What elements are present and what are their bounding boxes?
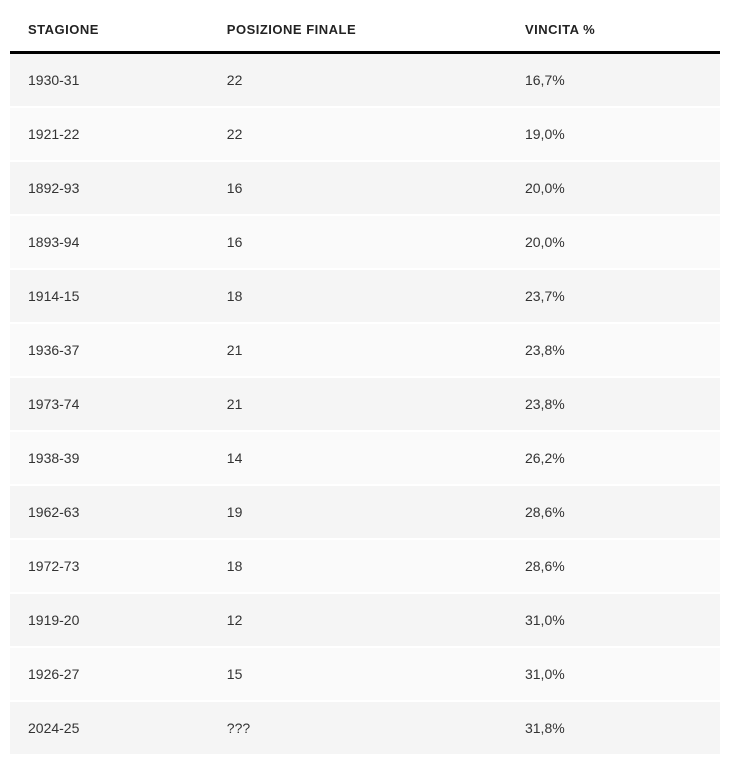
cell-winpct: 28,6% <box>507 485 720 539</box>
cell-winpct: 23,8% <box>507 323 720 377</box>
cell-season: 1914-15 <box>10 269 209 323</box>
cell-season: 1930-31 <box>10 53 209 108</box>
cell-position: 21 <box>209 323 507 377</box>
cell-season: 1919-20 <box>10 593 209 647</box>
table-row: 1921-222219,0% <box>10 107 720 161</box>
cell-season: 1926-27 <box>10 647 209 701</box>
cell-season: 1972-73 <box>10 539 209 593</box>
cell-season: 1893-94 <box>10 215 209 269</box>
table-row: 1938-391426,2% <box>10 431 720 485</box>
cell-winpct: 28,6% <box>507 539 720 593</box>
table-header-row: STAGIONE POSIZIONE FINALE VINCITA % <box>10 8 720 53</box>
cell-winpct: 20,0% <box>507 215 720 269</box>
cell-season: 1962-63 <box>10 485 209 539</box>
table-row: 1972-731828,6% <box>10 539 720 593</box>
table-row: 1893-941620,0% <box>10 215 720 269</box>
cell-position: 15 <box>209 647 507 701</box>
table-row: 1914-151823,7% <box>10 269 720 323</box>
col-header-position: POSIZIONE FINALE <box>209 8 507 53</box>
cell-position: 18 <box>209 269 507 323</box>
cell-position: 22 <box>209 107 507 161</box>
cell-season: 1936-37 <box>10 323 209 377</box>
cell-winpct: 16,7% <box>507 53 720 108</box>
seasons-table: STAGIONE POSIZIONE FINALE VINCITA % 1930… <box>10 8 720 756</box>
cell-position: 16 <box>209 161 507 215</box>
cell-winpct: 31,0% <box>507 647 720 701</box>
cell-season: 1938-39 <box>10 431 209 485</box>
cell-season: 1921-22 <box>10 107 209 161</box>
cell-position: 21 <box>209 377 507 431</box>
cell-season: 1892-93 <box>10 161 209 215</box>
table-row: 1962-631928,6% <box>10 485 720 539</box>
table-row: 1930-312216,7% <box>10 53 720 108</box>
col-header-season: STAGIONE <box>10 8 209 53</box>
cell-winpct: 26,2% <box>507 431 720 485</box>
col-header-winpct: VINCITA % <box>507 8 720 53</box>
cell-winpct: 23,8% <box>507 377 720 431</box>
cell-winpct: 19,0% <box>507 107 720 161</box>
cell-position: 14 <box>209 431 507 485</box>
cell-winpct: 31,8% <box>507 701 720 755</box>
table-row: 1936-372123,8% <box>10 323 720 377</box>
cell-position: 16 <box>209 215 507 269</box>
table-row: 1926-271531,0% <box>10 647 720 701</box>
cell-season: 1973-74 <box>10 377 209 431</box>
table-row: 2024-25???31,8% <box>10 701 720 755</box>
cell-position: 19 <box>209 485 507 539</box>
cell-position: 12 <box>209 593 507 647</box>
cell-position: 22 <box>209 53 507 108</box>
table-row: 1919-201231,0% <box>10 593 720 647</box>
cell-winpct: 23,7% <box>507 269 720 323</box>
table-row: 1892-931620,0% <box>10 161 720 215</box>
cell-position: ??? <box>209 701 507 755</box>
table-row: 1973-742123,8% <box>10 377 720 431</box>
cell-position: 18 <box>209 539 507 593</box>
cell-season: 2024-25 <box>10 701 209 755</box>
cell-winpct: 20,0% <box>507 161 720 215</box>
cell-winpct: 31,0% <box>507 593 720 647</box>
